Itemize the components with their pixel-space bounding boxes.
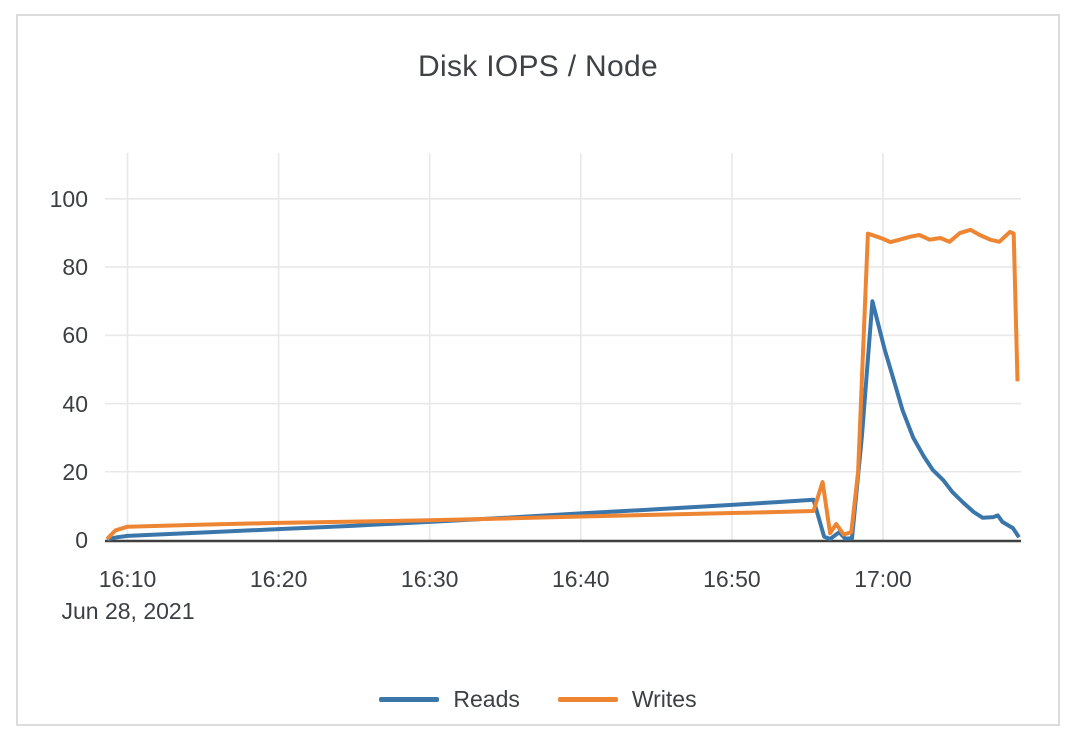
x-tick-label: 16:20 xyxy=(249,566,308,592)
legend-item-writes[interactable]: Writes xyxy=(557,686,697,713)
x-tick-label: 16:50 xyxy=(703,566,761,592)
chart-title: Disk IOPS / Node xyxy=(418,50,658,83)
reads-line-swatch-icon xyxy=(379,697,440,702)
x-tick-label: 16:40 xyxy=(552,566,610,592)
legend-item-reads[interactable]: Reads xyxy=(379,686,520,713)
legend-label-writes: Writes xyxy=(631,686,697,712)
y-tick-label: 80 xyxy=(62,254,88,281)
y-tick-label: 20 xyxy=(62,458,88,485)
chart-card xyxy=(16,14,1060,726)
y-tick-label: 40 xyxy=(62,390,88,417)
y-tick-label: 60 xyxy=(62,322,88,349)
x-tick-label: 16:30 xyxy=(400,566,459,592)
writes-line xyxy=(105,227,1020,541)
y-tick-label: 100 xyxy=(49,185,88,212)
legend-label-reads: Reads xyxy=(453,686,520,712)
y-tick-label: 0 xyxy=(75,527,88,553)
x-tick-label: 17:00 xyxy=(854,566,912,592)
x-tick-label: 16:10 xyxy=(98,566,157,592)
x-axis-date-label: Jun 28, 2021 xyxy=(61,598,195,624)
chart-legend: Reads Writes xyxy=(0,686,1076,713)
writes-line-swatch-icon xyxy=(557,697,618,702)
